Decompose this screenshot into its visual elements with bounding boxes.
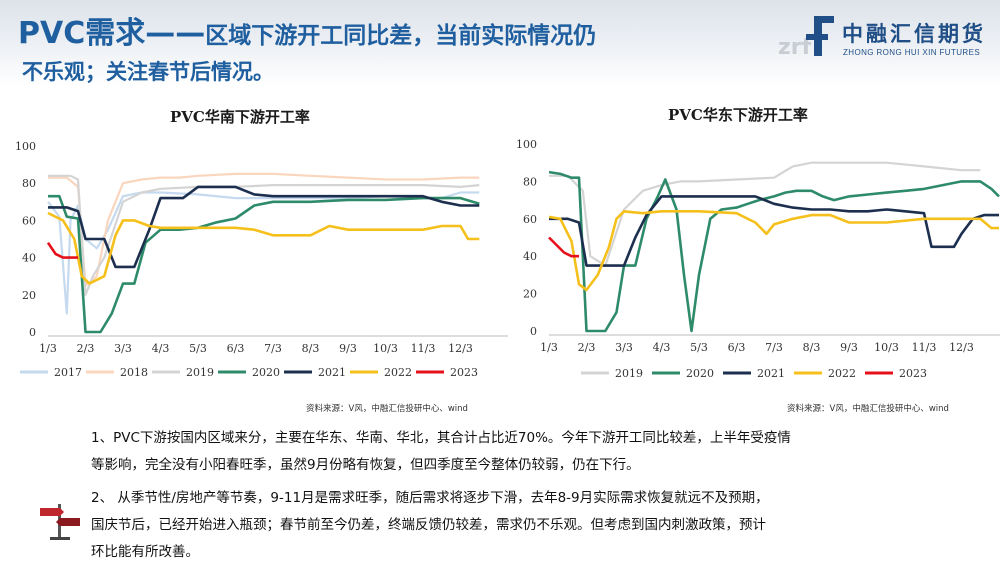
x-tick-label: 12/3	[949, 341, 974, 354]
legend-label-2019: 2019	[615, 367, 643, 380]
series-line-2023	[46, 241, 78, 259]
x-tick-label: 11/3	[411, 342, 436, 355]
x-tick-label: 11/3	[912, 341, 937, 354]
y-tick-label: 80	[22, 177, 36, 190]
legend-label-2021: 2021	[757, 367, 785, 380]
page-title: PVC需求——区域下游开工同比差，当前实际情况仍	[18, 8, 596, 52]
x-tick-label: 6/3	[728, 341, 746, 354]
legend-label-2022: 2022	[828, 367, 856, 380]
series-line-2022	[548, 210, 999, 292]
legend-label-2021: 2021	[318, 366, 346, 379]
x-tick-label: 5/3	[189, 342, 207, 355]
series-line-2023	[548, 236, 579, 258]
logo-name-en: ZHONG RONG HUI XIN FUTURES	[843, 48, 981, 57]
legend-label-2022: 2022	[384, 366, 412, 379]
y-tick-label: 40	[523, 250, 537, 263]
legend-label-2017: 2017	[54, 366, 82, 379]
series-line-2020	[48, 194, 480, 334]
legend-label-2023: 2023	[450, 366, 478, 379]
x-tick-label: 10/3	[373, 342, 398, 355]
x-tick-label: 2/3	[77, 342, 95, 355]
y-tick-label: 0	[530, 325, 537, 338]
x-tick-label: 4/3	[152, 342, 170, 355]
legend-label-2020: 2020	[252, 366, 280, 379]
x-tick-label: 2/3	[578, 341, 596, 354]
source-note-left: 资料来源：V风，中融汇信投研中心、wind	[306, 404, 468, 414]
y-tick-label: 100	[15, 140, 36, 153]
paragraph-line-4: 国庆节后，已经开始进入瓶颈；春节前至今仍差，终端反馈仍较差，需求仍不乐观。但考虑…	[91, 517, 766, 533]
paragraph-line-3: 2、 从季节性/房地产等节奏，9-11月是需求旺季，随后需求将逐步下滑，去年8-…	[91, 490, 769, 506]
logo-name-cn: 中融汇信期货	[842, 22, 986, 46]
signpost-icon	[40, 504, 80, 540]
y-tick-label: 20	[523, 288, 537, 301]
company-logo-icon: zrf	[778, 16, 834, 60]
x-tick-label: 1/3	[540, 341, 558, 354]
source-note-right: 资料来源：V风，中融汇信投研中心、wind	[787, 404, 949, 414]
legend-label-2018: 2018	[120, 366, 148, 379]
chart-east-china-operating-rate: 0 20 40 60 80 100 1/3 2/3 3/3 4/3 5/3 6/3 7/3 8/3 9/3 1…	[516, 138, 1000, 380]
series-line-2021	[549, 195, 999, 267]
x-tick-label: 8/3	[803, 341, 821, 354]
paragraph-line-5: 环比能有所改善。	[91, 544, 199, 560]
x-tick-label: 7/3	[264, 342, 282, 355]
series-line-2020	[548, 170, 1000, 333]
y-tick-label: 80	[523, 175, 537, 188]
x-tick-label: 1/3	[39, 342, 57, 355]
y-tick-label: 20	[22, 289, 36, 302]
paragraph-line-1: 1、PVC下游按国内区域来分，主要在华东、华南、华北，其合计占比近70%。今年下…	[91, 430, 791, 446]
title-main: PVC需求——	[18, 16, 206, 51]
x-tick-label: 3/3	[615, 341, 633, 354]
header-banner	[0, 0, 1000, 86]
chart-title-south: PVC华南下游开工率	[170, 108, 310, 126]
legend-label-2023: 2023	[899, 367, 927, 380]
x-tick-label: 9/3	[339, 342, 357, 355]
y-tick-label: 60	[523, 213, 537, 226]
x-tick-label: 7/3	[765, 341, 783, 354]
x-tick-label: 3/3	[114, 342, 132, 355]
legend-label-2020: 2020	[686, 367, 714, 380]
x-tick-label: 9/3	[840, 341, 858, 354]
x-tick-label: 4/3	[653, 341, 671, 354]
x-tick-label: 10/3	[874, 341, 899, 354]
series-line-2021	[48, 185, 480, 269]
chart-title-east: PVC华东下游开工率	[668, 106, 808, 124]
y-tick-label: 0	[29, 326, 36, 339]
x-tick-label: 8/3	[302, 342, 320, 355]
x-tick-label: 6/3	[227, 342, 245, 355]
page-subtitle: 不乐观；关注春节后情况。	[22, 60, 274, 84]
chart-south-china-operating-rate: 0 20 40 60 80 100 1/3 2/3 3/3 4/3 5/3 6/3 7/3 8/3 9/3 1…	[15, 140, 508, 379]
y-tick-label: 60	[22, 214, 36, 227]
y-tick-label: 100	[516, 138, 537, 151]
x-tick-label: 5/3	[690, 341, 708, 354]
x-tick-label: 12/3	[448, 342, 473, 355]
title-rest: 区域下游开工同比差，当前实际情况仍	[205, 23, 597, 49]
paragraph-line-2: 等影响，完全没有小阳春旺季，虽然9月份略有恢复，但四季度至今整体仍较弱，仍在下行…	[91, 457, 640, 473]
series-line-2019	[549, 161, 981, 267]
series-line-2019	[48, 174, 480, 296]
series-line-2022	[47, 211, 480, 285]
legend-label-2019: 2019	[186, 366, 214, 379]
y-tick-label: 40	[22, 252, 36, 265]
